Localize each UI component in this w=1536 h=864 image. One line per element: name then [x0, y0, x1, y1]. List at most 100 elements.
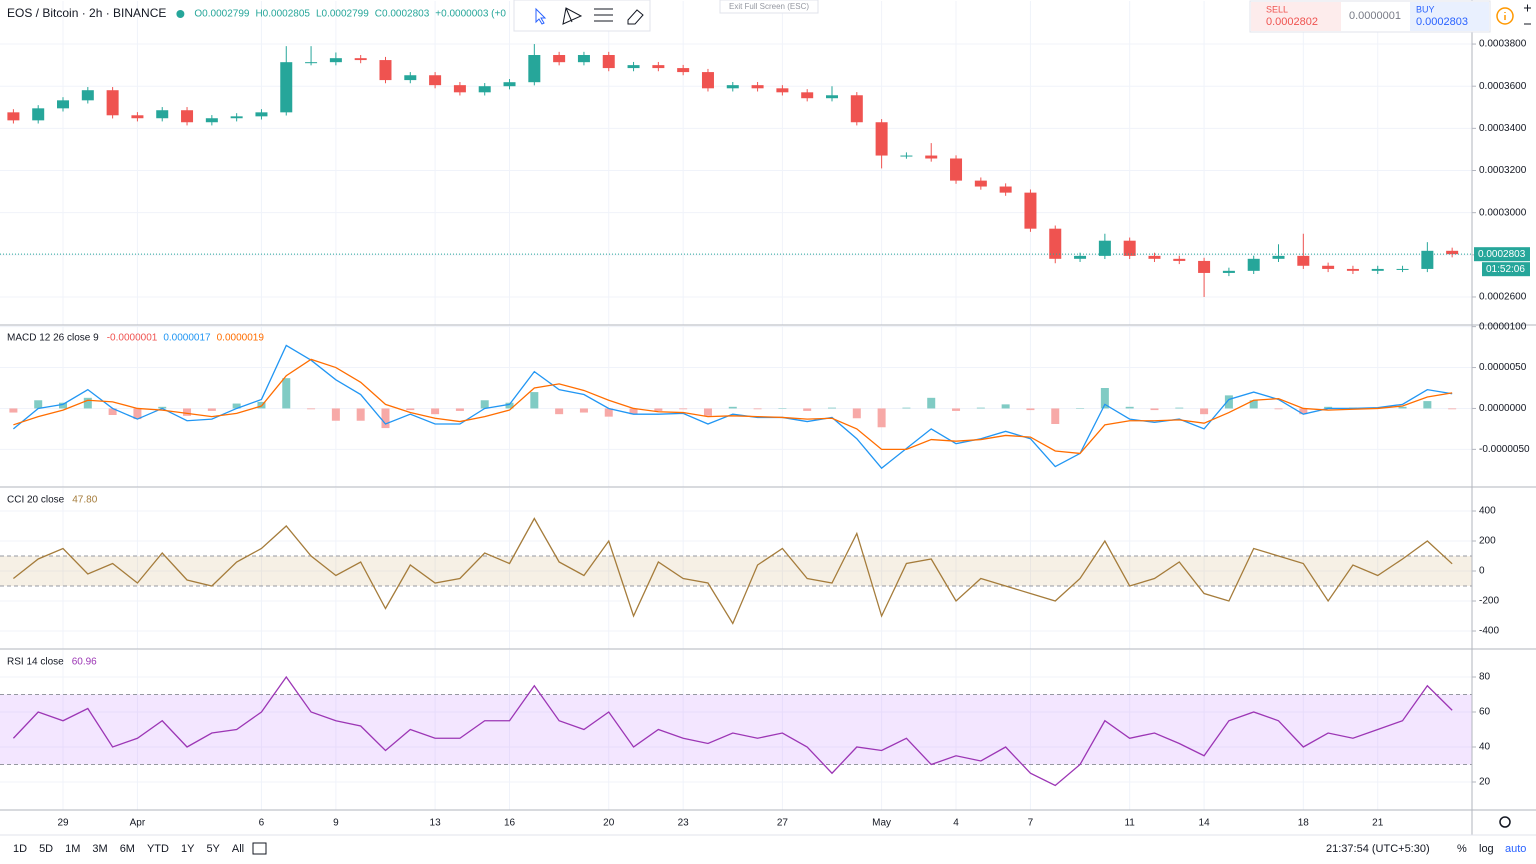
y-tick-label: 0.0003200: [1479, 165, 1527, 176]
x-tick-label: 18: [1298, 818, 1310, 829]
pattern-tool[interactable]: [562, 7, 583, 25]
spread: 0.0000001: [1349, 10, 1401, 22]
histogram-bar: [679, 408, 688, 410]
ohlc-value: L0.0002799: [316, 9, 369, 20]
histogram-bar: [83, 397, 92, 409]
cursor-tool[interactable]: [535, 7, 547, 25]
histogram-bar: [455, 408, 464, 411]
candle-body: [528, 55, 541, 83]
range-button[interactable]: 1Y: [181, 843, 195, 855]
x-tick-label: 23: [678, 818, 690, 829]
indicator-line: [13, 358, 1453, 455]
candle-body: [1148, 255, 1161, 259]
auto-toggle[interactable]: auto: [1505, 843, 1526, 855]
status-dot: [176, 10, 185, 18]
ohlc-value: C0.0002803: [375, 9, 430, 20]
histogram-bar: [1249, 400, 1258, 409]
candle-body: [553, 55, 566, 63]
x-tick-label: 4: [953, 818, 959, 829]
candle-body: [305, 62, 318, 64]
buy-price: 0.0002803: [1416, 16, 1468, 28]
candle-body: [1074, 255, 1087, 259]
histogram-bar: [1001, 404, 1010, 409]
candle-body: [1024, 192, 1037, 229]
candle-body: [577, 55, 590, 63]
candle-body: [354, 58, 367, 61]
range-button[interactable]: YTD: [147, 843, 169, 855]
exit-hint: Exit Full Screen (ESC): [729, 2, 809, 11]
y-tick-label: -0.0000050: [1479, 444, 1530, 455]
range-button[interactable]: All: [232, 843, 244, 855]
zoom-buttons[interactable]: [1524, 4, 1531, 25]
candle-body: [1247, 258, 1260, 271]
histogram-bar: [183, 408, 192, 416]
pane-title: CCI 20 close: [7, 495, 65, 506]
histogram-bar: [778, 408, 787, 409]
ohlc-value: +0.0000003 (+0: [435, 9, 506, 20]
histogram-bar: [232, 403, 241, 409]
candle-body: [677, 68, 690, 73]
x-tick-label: 20: [603, 818, 615, 829]
y-tick-label: 400: [1479, 506, 1496, 517]
fib-tool[interactable]: [594, 8, 613, 22]
last-price-tag: [1474, 247, 1530, 262]
candle-body: [751, 85, 764, 89]
candle-body: [503, 82, 516, 87]
candle-body: [57, 100, 70, 109]
candle-body: [701, 72, 714, 89]
candle-body: [255, 112, 268, 117]
histogram-bar: [728, 406, 737, 409]
range-button[interactable]: 5D: [39, 843, 53, 855]
candle-body: [1446, 250, 1459, 255]
y-tick-label: 0.0003600: [1479, 81, 1527, 92]
histogram-bar: [803, 408, 812, 411]
pane-title: EOS / Bitcoin · 2h · BINANCE: [7, 6, 166, 20]
candle-body: [1049, 228, 1062, 259]
histogram-bar: [108, 408, 117, 415]
y-tick-label: 0.0000000: [1479, 403, 1527, 414]
y-tick-label: 0.0003800: [1479, 39, 1527, 50]
candle-body: [974, 180, 987, 187]
drawing-tools: [513, 0, 651, 32]
range-button[interactable]: 3M: [92, 843, 107, 855]
candle-body: [32, 108, 45, 121]
bottom-toolbar: 21:37:54 (UTC+5:30) % log auto 1D 5D 1M 3M 6…: [13, 842, 1526, 855]
candle-body: [106, 90, 119, 116]
histogram-bar: [703, 408, 712, 416]
histogram-bar: [1224, 395, 1233, 409]
range-button[interactable]: 1M: [65, 843, 80, 855]
histogram-bar: [431, 408, 440, 415]
y-tick-label: 0.0003000: [1479, 207, 1527, 218]
info-icon[interactable]: [1496, 7, 1514, 25]
eraser-tool[interactable]: [627, 9, 644, 25]
histogram-bar: [1200, 408, 1209, 415]
candle-body: [1222, 270, 1235, 273]
sell-price: 0.0002802: [1266, 16, 1318, 28]
settings-icon[interactable]: [1499, 816, 1511, 828]
candle-body: [379, 60, 392, 81]
histogram-bar: [1324, 406, 1333, 409]
indicator-value: -0.0000001: [107, 333, 158, 344]
buy-button[interactable]: [1410, 2, 1489, 31]
percent-toggle[interactable]: %: [1457, 843, 1467, 855]
candle-body: [925, 155, 938, 159]
candle-body: [1173, 258, 1186, 261]
sell-button[interactable]: [1251, 2, 1341, 31]
candle-body: [181, 110, 194, 123]
range-button[interactable]: 6M: [120, 843, 135, 855]
pane-title: RSI 14 close: [7, 657, 64, 668]
histogram-bar: [133, 408, 142, 420]
range-button[interactable]: 5Y: [206, 843, 220, 855]
range-button[interactable]: 1D: [13, 843, 27, 855]
candle-body: [999, 186, 1012, 193]
candle-body: [404, 75, 417, 81]
x-tick-label: 14: [1199, 818, 1211, 829]
y-tick-label: 40: [1479, 742, 1491, 753]
histogram-bar: [654, 408, 663, 411]
y-tick-label: 20: [1479, 777, 1491, 788]
calendar-icon[interactable]: [252, 842, 267, 855]
exit-hint-box: [719, 0, 819, 14]
log-toggle[interactable]: log: [1479, 843, 1494, 855]
candle-body: [1371, 268, 1384, 271]
